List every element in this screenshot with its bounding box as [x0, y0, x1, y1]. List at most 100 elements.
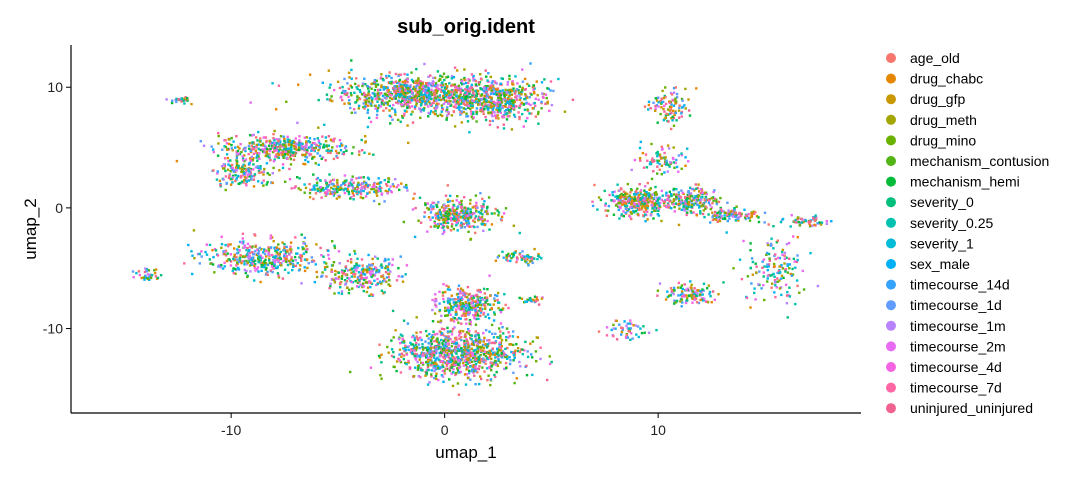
data-point	[530, 93, 533, 96]
data-point	[524, 88, 527, 91]
data-point	[487, 351, 490, 354]
data-point	[296, 121, 299, 124]
data-point	[243, 176, 247, 179]
data-point	[452, 371, 455, 374]
data-point	[470, 347, 473, 350]
data-point	[476, 341, 480, 344]
data-point	[427, 368, 430, 372]
data-point	[309, 146, 312, 149]
data-point	[604, 209, 607, 212]
data-point	[412, 345, 416, 348]
data-point	[484, 343, 487, 346]
data-point	[336, 181, 339, 184]
data-point	[225, 259, 229, 263]
data-point	[432, 76, 435, 80]
data-point	[473, 225, 476, 229]
data-point	[263, 167, 266, 171]
data-point	[440, 86, 444, 89]
data-point	[303, 149, 306, 152]
data-point	[690, 187, 694, 191]
data-point	[460, 81, 463, 84]
data-point	[641, 197, 644, 200]
data-point	[343, 77, 346, 81]
data-point	[465, 357, 468, 361]
data-point	[374, 93, 377, 96]
data-point	[439, 74, 442, 77]
data-point	[446, 352, 449, 355]
data-point	[430, 363, 433, 367]
data-point	[271, 172, 274, 175]
data-point	[378, 97, 381, 101]
data-point	[383, 200, 386, 203]
data-point	[457, 321, 460, 324]
data-point	[383, 92, 387, 95]
data-point	[499, 111, 502, 114]
data-point	[492, 319, 496, 322]
data-point	[397, 267, 400, 270]
data-point	[360, 93, 364, 96]
data-point	[378, 93, 381, 97]
data-point	[489, 308, 492, 311]
data-point	[473, 220, 476, 224]
data-point	[644, 204, 647, 207]
data-point	[375, 113, 379, 117]
data-point	[453, 125, 457, 128]
data-point	[517, 89, 520, 92]
data-point	[469, 198, 472, 202]
data-point	[422, 109, 425, 112]
data-point	[449, 360, 453, 363]
data-point	[363, 99, 366, 102]
data-point	[381, 99, 384, 102]
data-point	[369, 264, 373, 267]
data-point	[557, 77, 560, 81]
data-point	[437, 320, 440, 323]
data-point	[456, 287, 460, 291]
data-point	[235, 178, 238, 181]
data-point	[448, 346, 451, 350]
data-point	[410, 343, 413, 346]
data-point	[369, 267, 373, 270]
data-point	[385, 280, 388, 283]
data-point	[522, 257, 525, 261]
data-point	[286, 263, 290, 267]
data-point	[248, 134, 252, 137]
data-point	[427, 115, 430, 118]
data-point	[183, 97, 186, 100]
data-point	[304, 163, 307, 166]
data-point	[406, 189, 409, 192]
data-point	[361, 283, 364, 287]
data-point	[483, 200, 486, 203]
data-point	[397, 87, 401, 90]
data-point	[549, 80, 553, 83]
data-point	[502, 127, 506, 130]
data-point	[476, 101, 480, 104]
data-point	[269, 149, 272, 153]
data-point	[469, 337, 472, 340]
data-point	[382, 103, 385, 106]
data-point	[315, 143, 318, 147]
data-point	[320, 187, 323, 191]
data-point	[485, 99, 488, 102]
data-point	[376, 93, 380, 96]
data-point	[191, 254, 194, 257]
data-point	[444, 314, 447, 317]
data-point	[265, 152, 268, 155]
data-point	[471, 368, 474, 371]
data-point	[426, 383, 430, 386]
data-point	[502, 92, 506, 95]
data-point	[476, 350, 479, 354]
data-point	[430, 353, 433, 356]
data-point	[274, 260, 277, 263]
data-point	[217, 134, 220, 138]
data-point	[460, 287, 463, 290]
data-point	[463, 196, 466, 199]
data-point	[502, 212, 506, 215]
data-point	[401, 92, 405, 95]
data-point	[488, 119, 492, 123]
data-point	[236, 248, 239, 251]
data-point	[457, 101, 460, 104]
data-point	[254, 262, 257, 266]
data-points	[131, 59, 833, 396]
data-point	[398, 188, 401, 192]
data-point	[484, 299, 487, 302]
